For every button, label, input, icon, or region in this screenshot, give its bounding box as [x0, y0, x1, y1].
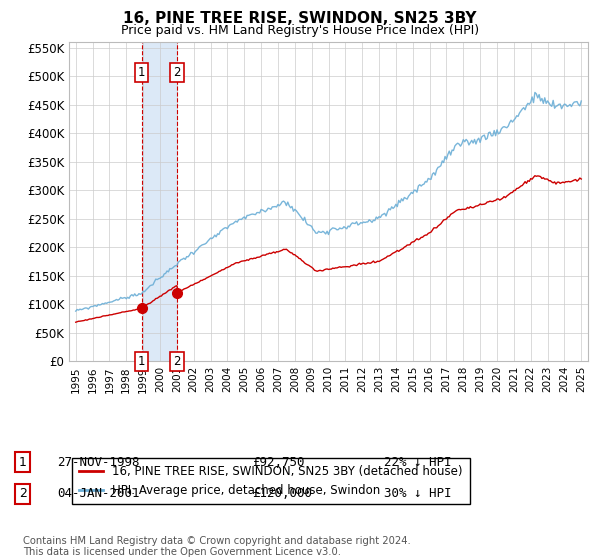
Text: 2: 2 [173, 66, 181, 80]
Bar [142, 42, 177, 361]
Text: 16, PINE TREE RISE, SWINDON, SN25 3BY: 16, PINE TREE RISE, SWINDON, SN25 3BY [123, 11, 477, 26]
Text: Contains HM Land Registry data © Crown copyright and database right 2024.
This d: Contains HM Land Registry data © Crown c… [23, 535, 410, 557]
Text: Price paid vs. HM Land Registry's House Price Index (HPI): Price paid vs. HM Land Registry's House … [121, 24, 479, 36]
Text: 1: 1 [19, 455, 27, 469]
Text: 2: 2 [19, 487, 27, 501]
Text: £120,000: £120,000 [252, 487, 312, 501]
Text: 30% ↓ HPI: 30% ↓ HPI [384, 487, 452, 501]
Text: 04-JAN-2001: 04-JAN-2001 [57, 487, 139, 501]
Text: 1: 1 [138, 354, 145, 368]
Legend: 16, PINE TREE RISE, SWINDON, SN25 3BY (detached house), HPI: Average price, deta: 16, PINE TREE RISE, SWINDON, SN25 3BY (d… [73, 458, 470, 504]
Text: 2: 2 [173, 354, 181, 368]
Text: 27-NOV-1998: 27-NOV-1998 [57, 455, 139, 469]
Text: 22% ↓ HPI: 22% ↓ HPI [384, 455, 452, 469]
Text: £92,750: £92,750 [252, 455, 305, 469]
Text: 1: 1 [138, 66, 145, 80]
